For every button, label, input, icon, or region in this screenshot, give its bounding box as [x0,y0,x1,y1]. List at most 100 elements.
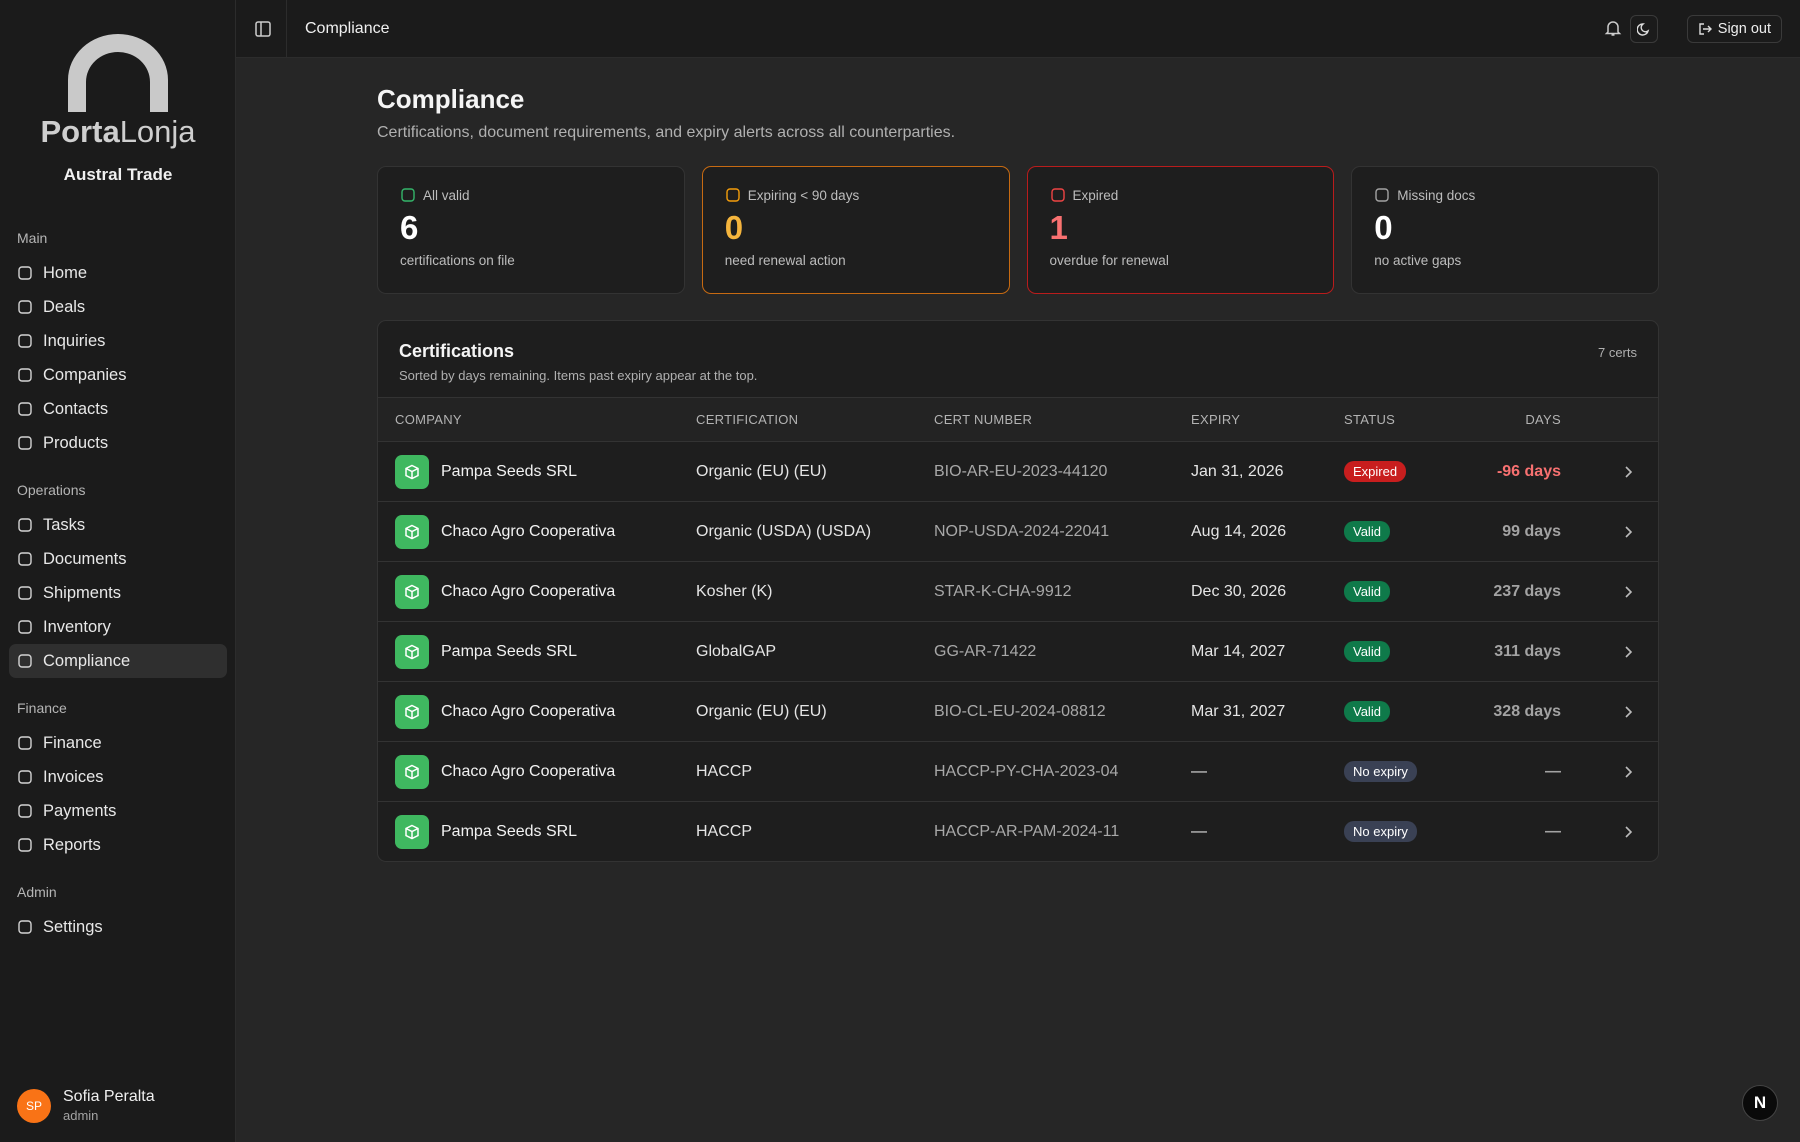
icon [17,265,43,281]
nav-item[interactable]: Documents [9,542,227,576]
icon-svg [18,586,32,600]
company-cell: Chaco Agro Cooperativa [395,514,696,549]
table-row[interactable]: Chaco Agro Cooperativa Organic (EU) (EU) B… [378,681,1658,741]
stat-label-text: Expired [1072,187,1119,203]
table-row[interactable]: Pampa Seeds SRL Organic (EU) (EU) BIO-AR-E… [378,441,1658,501]
status-cell: Valid [1344,701,1461,722]
company-icon [395,634,429,669]
nav-group-label: Main [17,230,48,246]
cert-number: HACCP-AR-PAM-2024-11 [934,822,1120,840]
notifications[interactable] [1604,19,1622,37]
column-header: CERTIFICATION [696,412,799,427]
expiry: Dec 30, 2026 [1191,582,1287,600]
company-cell: Chaco Agro Cooperativa [395,694,696,729]
icon [404,704,420,720]
nav-label: Products [43,433,109,452]
icon-svg [18,436,32,450]
stat-caption: no active gaps [1374,253,1462,268]
icon-svg [18,770,32,784]
icon-svg [405,464,419,479]
certification: Organic (EU) (EU) [696,462,827,480]
company-icon [395,814,429,849]
status-badge: No expiry [1344,821,1417,842]
icon-svg [405,644,419,659]
nav-item[interactable]: Contacts [9,392,227,426]
status-cell: No expiry [1344,821,1461,842]
cert-number: BIO-CL-EU-2024-08812 [934,702,1106,720]
chevron [1625,465,1633,478]
status-badge: Valid [1344,641,1390,662]
icon-svg [18,402,32,416]
brand-light: Lonja [119,114,196,149]
expiry: Mar 14, 2027 [1191,642,1286,660]
icon-svg [405,824,419,839]
brand-bold: Porta [40,114,120,149]
stat-label-text: Expiring < 90 days [747,187,860,203]
company-name: Pampa Seeds SRL [441,822,578,840]
icon [17,333,43,349]
icon [1561,465,1633,479]
company-cell: Chaco Agro Cooperativa [395,574,696,609]
icon [1561,585,1633,599]
company-name: Chaco Agro Cooperativa [441,702,616,720]
chevron-cell [1561,525,1641,539]
moon-icon [1637,23,1650,36]
separator [286,0,287,58]
nav-label: Finance [43,733,102,752]
brand: PortaLonja [0,114,236,150]
nav-item[interactable]: Shipments [9,576,227,610]
icon [1561,765,1633,779]
nav-item[interactable]: Companies [9,358,227,392]
sidebar-toggle[interactable] [255,21,271,37]
nav-item[interactable]: Inquiries [9,324,227,358]
table-row[interactable]: Chaco Agro Cooperativa Organic (USDA) (US… [378,501,1658,561]
company-icon [395,514,429,549]
sign-out-button[interactable]: Sign out [1686,15,1782,43]
column-header-row: COMPANY CERTIFICATION CERT NUMBER EXPIRY STA… [378,397,1658,441]
nav-item[interactable]: Invoices [9,760,227,794]
table-row[interactable]: Chaco Agro Cooperativa Kosher (K) STAR-K-C… [378,561,1658,621]
nav-item[interactable]: Products [9,426,227,460]
column-header: COMPANY [395,412,462,427]
icon [1561,825,1633,839]
nav-item[interactable]: Tasks [9,508,227,542]
nav-item[interactable]: Payments [9,794,227,828]
user[interactable]: SP Sofia Peralta admin [17,1088,155,1123]
icon-svg [405,704,419,719]
certification: Organic (USDA) (USDA) [696,522,872,540]
company-icon [395,454,429,489]
icon [17,551,43,567]
expiry: — [1191,762,1207,780]
days: — [1545,762,1561,780]
icon [17,619,43,635]
theme-toggle[interactable] [1630,15,1658,43]
chevron-cell [1561,465,1641,479]
icon [17,585,43,601]
status-cell: Expired [1344,461,1461,482]
icon-svg [401,188,415,202]
dev-badge[interactable]: N [1742,1085,1778,1121]
nav-item[interactable]: Settings [9,910,227,944]
days: 237 days [1493,582,1561,600]
company-icon [395,694,429,729]
nav-item[interactable]: Reports [9,828,227,862]
nav-item[interactable]: Finance [9,726,227,760]
nav-item[interactable]: Compliance [9,644,227,678]
table-row[interactable]: Pampa Seeds SRL GlobalGAP GG-AR-71422 Mar 1… [378,621,1658,681]
icon-svg [18,334,32,348]
stat-value: 1 [1049,209,1068,246]
sidebar: PortaLonja Austral Trade Main Home Deals In… [0,0,236,1142]
stat-label: Expired [1050,187,1312,203]
table-row[interactable]: Chaco Agro Cooperativa HACCP HACCP-PY-CHA-… [378,741,1658,801]
chevron [1625,825,1633,838]
icon-svg [18,920,32,934]
icon [17,299,43,315]
company-name: Chaco Agro Cooperativa [441,522,616,540]
table-row[interactable]: Pampa Seeds SRL HACCP HACCP-AR-PAM-2024-11… [378,801,1658,861]
nav-item[interactable]: Inventory [9,610,227,644]
company-name: Pampa Seeds SRL [441,642,578,660]
nav-item[interactable]: Deals [9,290,227,324]
nav-item[interactable]: Home [9,256,227,290]
nav-label: Invoices [43,767,104,786]
stat-card: Missing docs 0 no active gaps [1351,166,1659,294]
